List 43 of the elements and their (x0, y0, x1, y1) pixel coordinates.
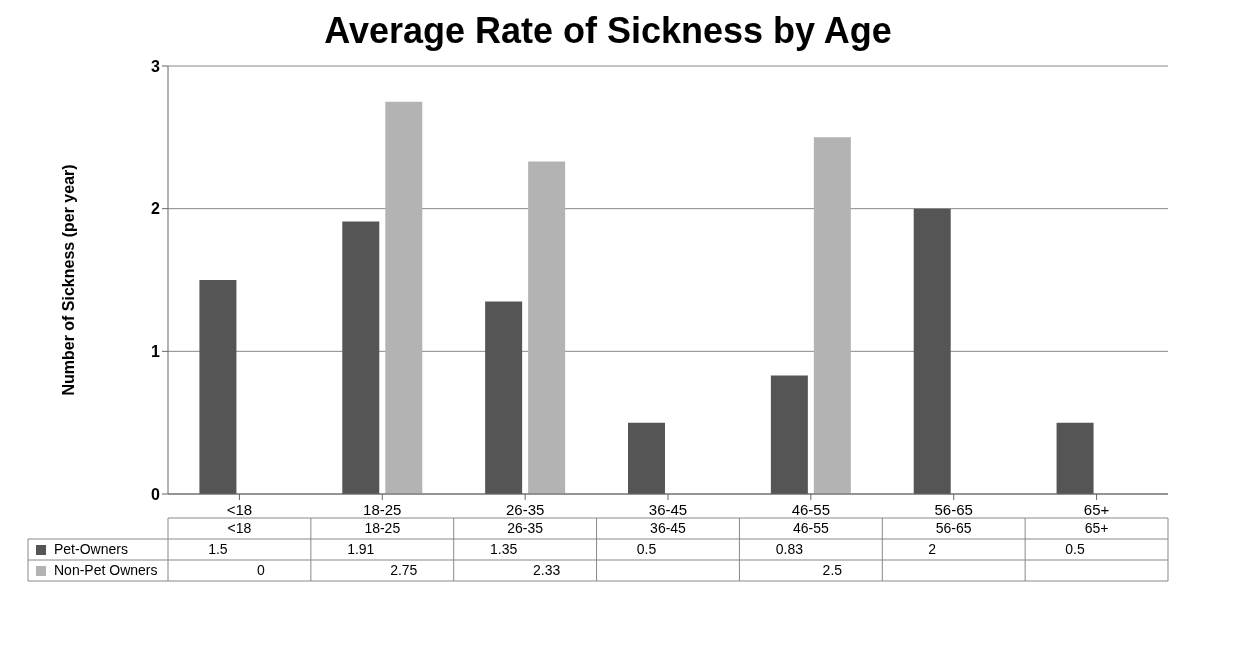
bar (770, 375, 808, 494)
bar (485, 301, 523, 494)
data-label: 0 (257, 562, 266, 578)
y-tick-label: 0 (151, 485, 161, 503)
chart-title: Average Rate of Sickness by Age (323, 10, 893, 52)
bar (385, 101, 423, 494)
bar (913, 208, 951, 494)
y-axis-title: Number of Sickness (per year) (59, 164, 77, 396)
bar (813, 137, 851, 494)
bar (528, 161, 566, 494)
category-label: <18 (227, 520, 252, 536)
legend-label: Pet-Owners (54, 541, 128, 557)
data-label: 1.91 (347, 541, 375, 557)
category-label: 46-55 (792, 520, 829, 536)
bar (199, 280, 237, 494)
category-label: 36-45 (650, 520, 686, 536)
category-label: 18-25 (364, 520, 401, 536)
x-tick-label: 18-25 (363, 501, 402, 518)
category-label: 56-65 (935, 520, 972, 536)
bar (1056, 422, 1094, 494)
y-tick-label: 1 (151, 343, 161, 361)
data-label: 2.33 (533, 562, 561, 578)
category-label: 26-35 (507, 520, 544, 536)
x-tick-label: 65+ (1083, 501, 1110, 518)
data-label: 0.83 (775, 541, 804, 557)
data-label: 0.5 (1065, 541, 1086, 557)
data-label: 1.5 (208, 541, 228, 557)
x-tick-label: 56-65 (934, 501, 973, 518)
data-label: 2.5 (822, 562, 843, 578)
data-label: 1.35 (490, 541, 518, 557)
bar (628, 422, 665, 494)
x-tick-label: 46-55 (791, 501, 831, 518)
x-tick-label: <18 (226, 501, 253, 518)
x-tick-label: 26-35 (505, 501, 545, 518)
bar (342, 221, 380, 494)
legend-label: Non-Pet Owners (54, 562, 158, 578)
data-label: 0.5 (636, 541, 657, 557)
data-label: 2.75 (390, 562, 418, 578)
category-label: 65+ (1084, 520, 1109, 536)
x-tick-label: 36-45 (648, 501, 688, 518)
y-tick-label: 2 (151, 200, 161, 218)
data-label: 2 (928, 541, 937, 557)
y-tick-label: 3 (151, 57, 161, 75)
